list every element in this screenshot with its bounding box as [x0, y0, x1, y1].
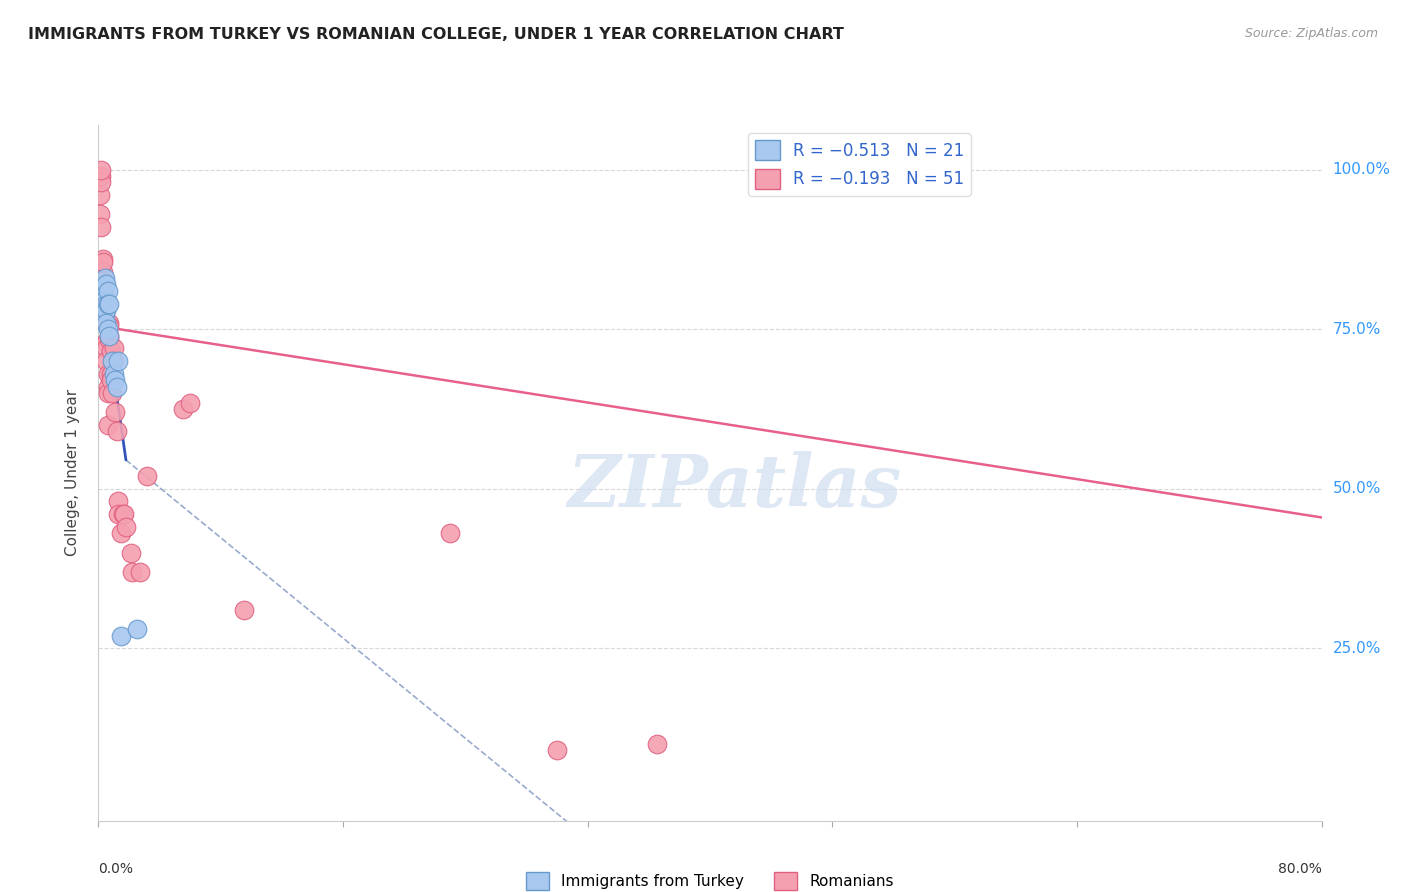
Text: 80.0%: 80.0%	[1278, 863, 1322, 876]
Point	[104, 405, 127, 419]
Point	[93, 293, 115, 308]
Text: IMMIGRANTS FROM TURKEY VS ROMANIAN COLLEGE, UNDER 1 YEAR CORRELATION CHART: IMMIGRANTS FROM TURKEY VS ROMANIAN COLLE…	[28, 27, 844, 42]
Point	[93, 303, 115, 318]
Point	[105, 424, 128, 438]
Point	[94, 334, 117, 349]
Point	[94, 354, 117, 368]
Point	[98, 316, 121, 330]
Point	[90, 169, 112, 183]
Text: 75.0%: 75.0%	[1333, 322, 1381, 336]
Point	[97, 296, 120, 310]
Point	[105, 379, 128, 393]
Point	[101, 386, 124, 401]
Point	[91, 303, 114, 318]
Point	[97, 417, 120, 432]
Point	[94, 341, 117, 355]
Point	[97, 379, 120, 393]
Point	[100, 373, 122, 387]
Point	[111, 508, 134, 522]
Point	[103, 354, 125, 368]
Point	[121, 565, 143, 579]
Point	[98, 332, 121, 346]
Legend: Immigrants from Turkey, Romanians: Immigrants from Turkey, Romanians	[520, 865, 900, 892]
Point	[91, 274, 114, 288]
Point	[93, 271, 115, 285]
Text: 0.0%: 0.0%	[98, 863, 134, 876]
Point	[91, 252, 114, 266]
Point	[107, 354, 129, 368]
Point	[94, 303, 117, 318]
Point	[100, 367, 122, 381]
Point	[125, 622, 148, 636]
Point	[136, 469, 159, 483]
Point	[91, 310, 114, 324]
Y-axis label: College, Under 1 year: College, Under 1 year	[65, 389, 80, 557]
Point	[97, 367, 120, 381]
Point	[93, 290, 115, 304]
Point	[89, 207, 111, 221]
Point	[546, 743, 568, 757]
Point	[94, 296, 117, 310]
Point	[179, 395, 201, 409]
Point	[103, 341, 125, 355]
Point	[97, 284, 120, 298]
Point	[172, 401, 194, 416]
Point	[94, 277, 117, 292]
Text: ZIPatlas: ZIPatlas	[568, 451, 901, 522]
Point	[120, 545, 142, 559]
Point	[110, 526, 132, 541]
Point	[90, 175, 112, 189]
Point	[89, 188, 111, 202]
Text: 25.0%: 25.0%	[1333, 640, 1381, 656]
Point	[104, 373, 127, 387]
Point	[90, 162, 112, 177]
Point	[98, 318, 121, 333]
Text: 50.0%: 50.0%	[1333, 481, 1381, 496]
Point	[97, 386, 120, 401]
Point	[91, 284, 114, 298]
Point	[93, 306, 115, 320]
Point	[107, 508, 129, 522]
Point	[94, 316, 117, 330]
Point	[91, 255, 114, 269]
Point	[97, 322, 120, 336]
Point	[90, 219, 112, 234]
Point	[107, 494, 129, 508]
Point	[98, 328, 121, 343]
Text: 100.0%: 100.0%	[1333, 162, 1391, 177]
Point	[439, 526, 461, 541]
Point	[110, 628, 132, 642]
Point	[101, 354, 124, 368]
Point	[645, 737, 668, 751]
Point	[91, 277, 114, 292]
Point	[112, 508, 135, 522]
Point	[128, 565, 150, 579]
Point	[98, 296, 121, 310]
Point	[115, 520, 138, 534]
Point	[91, 265, 114, 279]
Text: Source: ZipAtlas.com: Source: ZipAtlas.com	[1244, 27, 1378, 40]
Point	[98, 328, 121, 343]
Point	[103, 367, 125, 381]
Point	[232, 603, 254, 617]
Point	[100, 344, 122, 359]
Point	[94, 316, 117, 330]
Point	[91, 287, 114, 301]
